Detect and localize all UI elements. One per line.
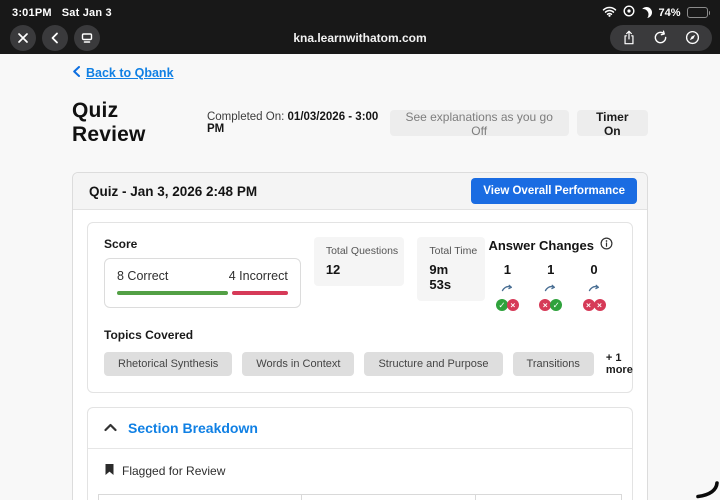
topic-chip: Words in Context (242, 352, 355, 376)
timer-toggle-button[interactable]: Timer On (576, 110, 648, 138)
score-bar-incorrect (232, 291, 288, 295)
incorrect-count-label: 4 Incorrect (228, 269, 288, 283)
compass-icon[interactable] (685, 30, 700, 45)
browser-toolbar: kna.learnwithatom.com (0, 21, 720, 54)
chevron-left-icon (49, 32, 61, 44)
view-overall-performance-button[interactable]: View Overall Performance (471, 178, 637, 204)
flagged-label: Flagged for Review (122, 464, 226, 478)
answer-change-incorrect-to-incorrect: 0 × × (576, 262, 612, 311)
bookmark-icon (104, 463, 115, 479)
score-bar-correct (117, 291, 229, 295)
date: Sat Jan 3 (61, 6, 112, 19)
check-circle-icon: ✓ (550, 299, 563, 311)
questions-table: ANSWER CHANGES QUESTION ↑ TOPIC (98, 494, 622, 500)
close-icon (17, 32, 29, 44)
score-label: Score (104, 237, 138, 251)
total-questions-box: Total Questions 12 (313, 237, 405, 286)
clock: 3:01PM (12, 6, 52, 19)
battery-percent: 74% (658, 6, 681, 19)
x-circle-icon: × (593, 299, 606, 311)
back-button[interactable] (42, 24, 68, 51)
x-circle-icon: × (539, 299, 552, 311)
topic-chip: Transitions (512, 352, 594, 376)
completed-value: 01/03/2026 - 3:00 PM (206, 111, 379, 135)
section-breakdown-title: Section Breakdown (128, 420, 258, 436)
browser-chrome: 3:01PM Sat Jan 3 74% kna.learnwithat (0, 0, 720, 54)
back-link-label: Back to Qbank (86, 66, 174, 80)
column-header-topic[interactable]: TOPIC ↑ (302, 495, 401, 500)
x-circle-icon: × (582, 299, 595, 311)
topics-covered-label: Topics Covered (104, 328, 194, 342)
chevron-left-icon (72, 66, 81, 80)
flagged-for-review[interactable]: Flagged for Review (88, 449, 632, 489)
close-button[interactable] (10, 24, 36, 51)
answer-change-correct-to-incorrect: 1 ✓ × (489, 262, 525, 311)
reload-icon[interactable] (653, 30, 668, 45)
column-header-answer-changes[interactable]: ANSWER CHANGES (99, 495, 215, 500)
change-count: 1 (547, 262, 555, 277)
completed-label: Completed On: (206, 111, 285, 123)
section-breakdown-toggle[interactable]: Section Breakdown (88, 408, 632, 449)
share-icon[interactable] (622, 30, 636, 46)
change-count: 1 (503, 262, 512, 277)
wifi-icon (602, 6, 617, 20)
total-questions-value: 12 (325, 262, 341, 277)
answer-change-incorrect-to-correct: 1 × ✓ (533, 262, 569, 311)
total-time-box: Total Time 9m 53s (417, 237, 486, 301)
change-count: 0 (590, 262, 598, 277)
quiz-card-header: Quiz - Jan 3, 2026 2:48 PM View Overall … (73, 173, 647, 210)
info-icon[interactable] (600, 237, 613, 253)
browser-window-icon (80, 31, 94, 45)
correct-count-label: 8 Correct (117, 269, 169, 283)
topic-chips: Rhetorical Synthesis Words in Context St… (104, 352, 633, 376)
back-to-qbank-link[interactable]: Back to Qbank (72, 66, 174, 80)
total-time-label: Total Time (429, 245, 478, 257)
answer-changes-label: Answer Changes (488, 237, 594, 253)
rotation-lock-icon (623, 5, 635, 20)
total-questions-label: Total Questions (325, 245, 399, 257)
check-circle-icon: ✓ (495, 299, 508, 311)
quiz-title: Quiz - Jan 3, 2026 2:48 PM (89, 183, 258, 199)
redo-arrow-icon (588, 279, 601, 297)
stray-pen-mark (694, 481, 720, 500)
page-title: Quiz Review (72, 99, 146, 146)
page-view-button[interactable] (74, 24, 100, 51)
topic-chip: Rhetorical Synthesis (104, 352, 233, 376)
chevron-up-icon (104, 419, 117, 437)
total-time-value: 9m 53s (429, 262, 452, 292)
column-header-subtopic[interactable]: SUBTOPIC ↑ (401, 495, 475, 500)
more-topics-label[interactable]: + 1 more (605, 352, 633, 376)
section-breakdown: Section Breakdown Flagged for Review ANS… (87, 407, 633, 500)
answer-changes-block: Answer Changes 1 ✓ × (485, 237, 616, 311)
topic-chip: Structure and Purpose (364, 352, 503, 376)
score-box: 8 Correct 4 Incorrect (104, 258, 301, 308)
focus-moon-icon (641, 7, 652, 18)
column-header-status: STATUS (476, 495, 621, 500)
explanations-toggle-button[interactable]: See explanations as you go Off (389, 110, 569, 138)
redo-arrow-icon (501, 279, 514, 297)
toolbar-actions (610, 24, 712, 51)
status-bar: 3:01PM Sat Jan 3 74% (0, 0, 720, 21)
x-circle-icon: × (506, 299, 519, 311)
column-header-question[interactable]: QUESTION ↑ (215, 495, 301, 500)
redo-arrow-icon (544, 279, 557, 297)
quiz-summary: Score 8 Correct 4 Incorrect (87, 222, 633, 393)
completed-on: Completed On: 01/03/2026 - 3:00 PM (207, 111, 390, 135)
quiz-card: Quiz - Jan 3, 2026 2:48 PM View Overall … (72, 172, 648, 500)
score-bar (117, 291, 288, 295)
battery-icon (686, 7, 710, 18)
